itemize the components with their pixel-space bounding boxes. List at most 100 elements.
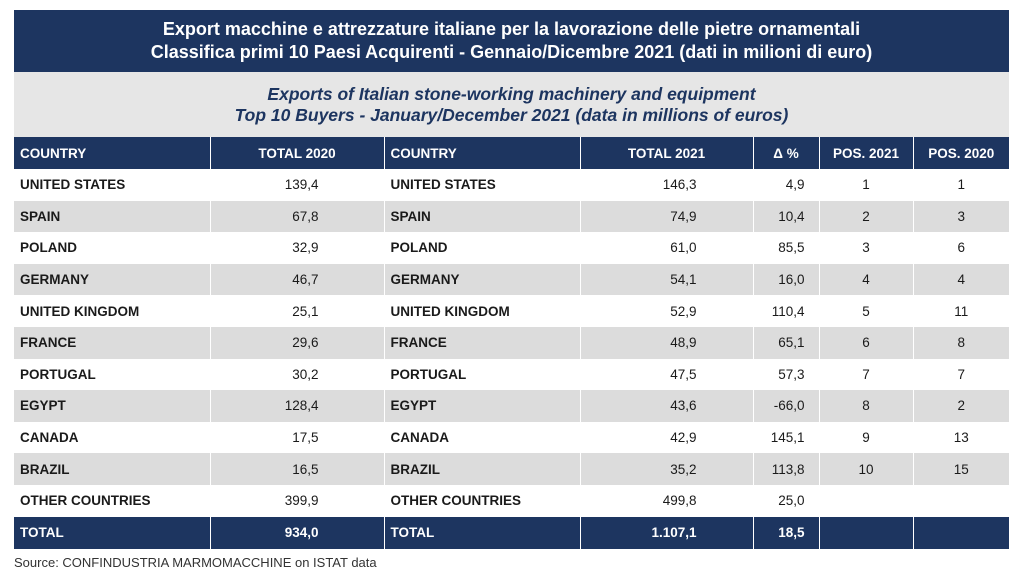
cell-country-2020: EGYPT: [14, 390, 211, 422]
cell-total-2020: 128,4: [210, 390, 385, 422]
table-row: SPAIN 67,8 SPAIN 74,9 10,4 2 3: [14, 200, 1009, 233]
table-row: GERMANY 46,7 GERMANY 54,1 16,0 4 4: [14, 263, 1009, 296]
cell-total-2021: 48,9: [580, 326, 754, 359]
cell-pos-2021: 2: [819, 200, 914, 233]
cell-total-2020: 17,5: [210, 421, 385, 454]
cell-delta: 65,1: [753, 326, 820, 359]
cell-total-2020: 32,9: [210, 232, 385, 264]
header-country-2021: COUNTRY: [384, 137, 581, 169]
cell-pos-2020: 6: [913, 232, 1009, 264]
cell-pos-2021: 1: [819, 169, 914, 201]
cell-country-2020: UNITED KINGDOM: [14, 295, 211, 327]
cell-country-2020: GERMANY: [14, 263, 211, 296]
total-label-2021: TOTAL: [384, 516, 581, 549]
cell-pos-2021: 9: [819, 421, 914, 454]
cell-pos-2021: 4: [819, 263, 914, 296]
cell-pos-2021: [819, 484, 914, 517]
cell-total-2021: 42,9: [580, 421, 754, 454]
italian-title-line1: Export macchine e attrezzature italiane …: [162, 19, 861, 39]
cell-total-2020: 30,2: [210, 358, 385, 391]
cell-pos-2020: 13: [913, 421, 1009, 454]
english-title: Exports of Italian stone-working machine…: [14, 72, 1009, 137]
cell-country-2020: PORTUGAL: [14, 358, 211, 391]
header-country-2020: COUNTRY: [14, 137, 211, 169]
cell-pos-2021: 7: [819, 358, 914, 391]
cell-total-2020: 139,4: [210, 169, 385, 201]
cell-pos-2020: 7: [913, 358, 1009, 391]
table-body: UNITED STATES 139,4 UNITED STATES 146,3 4,9 1…: [14, 169, 1009, 517]
cell-country-2020: BRAZIL: [14, 453, 211, 485]
table-row: EGYPT 128,4 EGYPT 43,6 -66,0 8 2: [14, 390, 1009, 422]
cell-total-2021: 54,1: [580, 263, 754, 296]
table-row: CANADA 17,5 CANADA 42,9 145,1 9 13: [14, 421, 1009, 454]
cell-delta: -66,0: [753, 390, 820, 422]
header-delta: Δ %: [753, 137, 820, 169]
cell-country-2021: PORTUGAL: [384, 358, 581, 391]
table-row: PORTUGAL 30,2 PORTUGAL 47,5 57,3 7 7: [14, 358, 1009, 391]
cell-delta: 16,0: [753, 263, 820, 296]
cell-country-2021: SPAIN: [384, 200, 581, 233]
cell-delta: 4,9: [753, 169, 820, 201]
export-table-panel: Export macchine e attrezzature italiane …: [14, 10, 1009, 549]
total-value-2021: 1.107,1: [580, 516, 754, 549]
table-header-row: COUNTRY TOTAL 2020 COUNTRY TOTAL 2021 Δ …: [14, 137, 1009, 169]
header-total-2021: TOTAL 2021: [580, 137, 754, 169]
source-note: Source: CONFINDUSTRIA MARMOMACCHINE on I…: [14, 555, 377, 570]
cell-country-2021: UNITED STATES: [384, 169, 581, 201]
cell-pos-2021: 6: [819, 326, 914, 359]
cell-total-2020: 399,9: [210, 484, 385, 517]
cell-country-2021: UNITED KINGDOM: [384, 295, 581, 327]
cell-country-2020: OTHER COUNTRIES: [14, 484, 211, 517]
table-row: OTHER COUNTRIES 399,9 OTHER COUNTRIES 499,8…: [14, 484, 1009, 517]
cell-country-2020: FRANCE: [14, 326, 211, 359]
cell-total-2021: 35,2: [580, 453, 754, 485]
italian-title: Export macchine e attrezzature italiane …: [14, 10, 1009, 72]
cell-pos-2021: 3: [819, 232, 914, 264]
total-pos-2021: [819, 516, 914, 549]
buyers-table: COUNTRY TOTAL 2020 COUNTRY TOTAL 2021 Δ …: [14, 137, 1009, 549]
header-pos-2020: POS. 2020: [913, 137, 1009, 169]
header-total-2020: TOTAL 2020: [210, 137, 385, 169]
cell-pos-2020: 15: [913, 453, 1009, 485]
cell-country-2020: SPAIN: [14, 200, 211, 233]
english-title-line1: Exports of Italian stone-working machine…: [267, 83, 756, 104]
english-title-line2: Top 10 Buyers - January/December 2021 (d…: [234, 104, 789, 125]
cell-total-2021: 52,9: [580, 295, 754, 327]
cell-total-2021: 74,9: [580, 200, 754, 233]
total-value-2020: 934,0: [210, 516, 385, 549]
cell-total-2021: 61,0: [580, 232, 754, 264]
cell-pos-2020: 1: [913, 169, 1009, 201]
cell-country-2021: EGYPT: [384, 390, 581, 422]
cell-country-2021: OTHER COUNTRIES: [384, 484, 581, 517]
cell-delta: 10,4: [753, 200, 820, 233]
cell-pos-2020: 3: [913, 200, 1009, 233]
cell-delta: 57,3: [753, 358, 820, 391]
cell-pos-2020: 4: [913, 263, 1009, 296]
italian-title-line2: Classifica primi 10 Paesi Acquirenti - G…: [150, 42, 873, 62]
cell-pos-2021: 10: [819, 453, 914, 485]
cell-delta: 145,1: [753, 421, 820, 454]
cell-delta: 110,4: [753, 295, 820, 327]
cell-total-2020: 16,5: [210, 453, 385, 485]
cell-country-2021: BRAZIL: [384, 453, 581, 485]
table-row: FRANCE 29,6 FRANCE 48,9 65,1 6 8: [14, 326, 1009, 359]
cell-country-2021: POLAND: [384, 232, 581, 264]
total-pos-2020: [913, 516, 1009, 549]
cell-pos-2020: 11: [913, 295, 1009, 327]
cell-pos-2021: 5: [819, 295, 914, 327]
cell-country-2021: CANADA: [384, 421, 581, 454]
cell-delta: 25,0: [753, 484, 820, 517]
table-row: UNITED KINGDOM 25,1 UNITED KINGDOM 52,9 110,…: [14, 295, 1009, 327]
cell-pos-2021: 8: [819, 390, 914, 422]
cell-country-2020: UNITED STATES: [14, 169, 211, 201]
cell-total-2020: 46,7: [210, 263, 385, 296]
total-label-2020: TOTAL: [14, 516, 211, 549]
cell-total-2021: 499,8: [580, 484, 754, 517]
cell-total-2021: 146,3: [580, 169, 754, 201]
cell-total-2020: 67,8: [210, 200, 385, 233]
table-row: BRAZIL 16,5 BRAZIL 35,2 113,8 10 15: [14, 453, 1009, 485]
cell-pos-2020: 2: [913, 390, 1009, 422]
cell-total-2020: 29,6: [210, 326, 385, 359]
header-pos-2021: POS. 2021: [819, 137, 914, 169]
total-row: TOTAL 934,0 TOTAL 1.107,1 18,5: [14, 516, 1009, 549]
